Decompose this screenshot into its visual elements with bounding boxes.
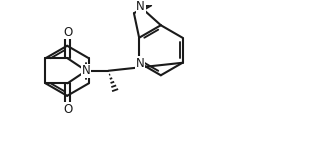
Text: N: N [135,57,144,70]
Text: O: O [63,103,72,116]
Text: N: N [82,64,91,77]
Text: N: N [136,0,145,13]
Text: O: O [63,26,72,39]
